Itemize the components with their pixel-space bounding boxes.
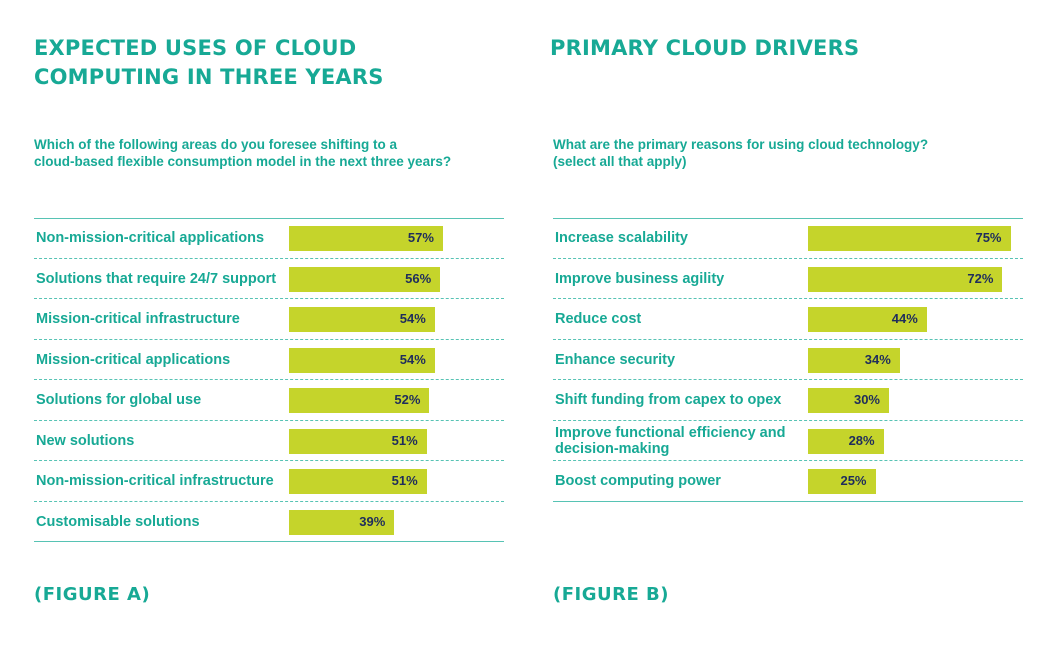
category-label: Solutions for global use [36,392,202,409]
row-divider [553,298,1023,299]
top-rule [553,218,1023,219]
bar-row: Reduce cost 44% [553,299,1023,340]
row-divider [553,419,1023,421]
bar-row: Increase scalability 75% [553,218,1023,259]
chart-question: What are the primary reasons for using c… [553,137,929,169]
row-divider [34,460,504,461]
category-label: Enhance security [555,351,676,368]
bar: 56% [289,266,441,292]
bar-row: Non-mission-critical infrastructure 51% [34,461,504,502]
bar-value-label: 30% [853,392,880,407]
bar: 51% [289,469,427,494]
bar-value-label: 57% [407,230,434,245]
bar-value-label: 52% [394,392,421,407]
top-rule [34,218,504,219]
bar: 54% [289,307,435,332]
category-label: Boost computing power [555,473,721,490]
bar-value-label: 54% [399,311,426,326]
bar: 34% [808,347,900,373]
bar-row: Improve business agility 72% [553,259,1023,299]
row-divider [553,257,1023,259]
row-divider [553,379,1023,380]
bar-row: Solutions for global use 52% [34,380,504,421]
bar-row: Customisable solutions 39% [34,502,504,542]
bar: 57% [289,226,443,251]
bar: 51% [289,428,427,454]
bar: 52% [289,388,430,413]
figure-a-panel: EXPECTED USES OF CLOUD COMPUTING IN THRE… [34,0,504,647]
category-label: Customisable solutions [36,513,200,530]
bar-row: Mission-critical applications 54% [34,340,504,380]
bar-value-label: 39% [359,513,386,529]
bar-row: Solutions that require 24/7 support 56% [34,259,504,299]
row-divider [34,419,504,421]
bar-value-label: 51% [391,473,418,488]
bar-value-label: 51% [391,432,418,448]
bar-value-label: 75% [975,230,1002,245]
bar-row: New solutions 51% [34,421,504,461]
category-label: Mission-critical applications [36,351,231,368]
row-divider [553,500,1023,502]
bar: 54% [289,347,435,373]
row-divider [34,500,504,502]
category-label: New solutions [36,432,135,449]
row-divider [553,338,1023,340]
bar-row: Enhance security 34% [553,340,1023,380]
bar-value-label: 56% [405,270,432,286]
row-divider [34,338,504,340]
bar-value-label: 54% [399,351,426,367]
row-divider [34,541,504,542]
category-label: Improve business agility [555,270,725,287]
figure-b-panel: PRIMARY CLOUD DRIVERS What are the prima… [550,0,1023,647]
bar-value-label: 44% [891,311,918,326]
category-label: Shift funding from capex to opex [555,392,782,409]
chart-title: PRIMARY CLOUD DRIVERS [550,36,860,60]
bar-row: Mission-critical infrastructure 54% [34,299,504,340]
bar: 28% [808,428,884,454]
chart-question: Which of the following areas do you fore… [34,137,452,169]
bar: 75% [808,226,1011,251]
bar-value-label: 72% [967,270,994,286]
bar: 44% [808,307,927,332]
row-divider [553,460,1023,461]
category-label: Non-mission-critical applications [36,230,265,247]
row-divider [34,379,504,380]
bar: 39% [289,509,395,535]
bar-value-label: 34% [864,351,891,367]
bar-row: Shift funding from capex to opex 30% [553,380,1023,421]
bar-row: Improve functional efficiency and decisi… [553,421,1023,461]
bar-row: Boost computing power 25% [553,461,1023,502]
bar-value-label: 28% [848,432,875,448]
bar: 30% [808,388,889,413]
category-label: Non-mission-critical infrastructure [36,473,274,490]
row-divider [34,298,504,299]
row-divider [34,257,504,259]
category-label: Improve functional efficiency and decisi… [555,424,786,457]
figure-label: (FIGURE B) [553,584,669,605]
bar: 72% [808,266,1003,292]
category-label: Increase scalability [555,230,688,247]
category-label: Mission-critical infrastructure [36,311,240,328]
bar-row: Non-mission-critical applications 57% [34,218,504,259]
figure-label: (FIGURE A) [34,584,151,605]
category-label: Solutions that require 24/7 support [36,270,277,287]
category-label: Reduce cost [555,311,642,328]
bar-value-label: 25% [840,473,867,488]
chart-title: EXPECTED USES OF CLOUD COMPUTING IN THRE… [34,36,384,89]
bar: 25% [808,469,876,494]
